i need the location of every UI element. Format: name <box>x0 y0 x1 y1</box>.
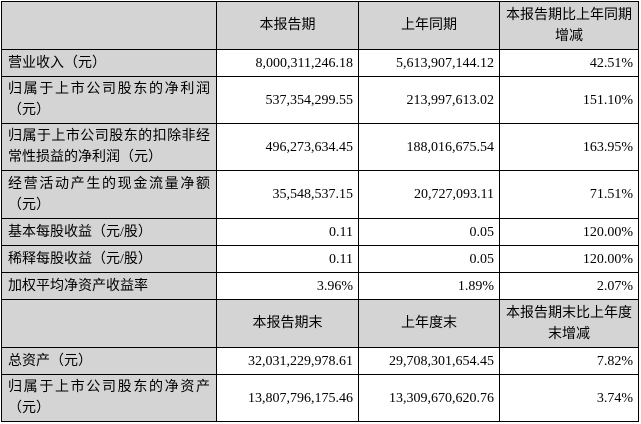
col-header-current-period: 本报告期 <box>216 1 359 50</box>
cell-prior: 5,613,907,144.12 <box>358 49 500 77</box>
row-label: 归属于上市公司股东的扣除非经常性损益的净利润（元） <box>1 123 217 171</box>
row-label: 经营活动产生的现金流量净额（元） <box>1 170 217 219</box>
row-label: 归属于上市公司股东的净利润（元） <box>1 76 217 124</box>
row-label: 基本每股收益（元/股） <box>1 218 217 246</box>
cell-change: 151.10% <box>499 76 639 124</box>
cell-prior: 29,708,301,654.45 <box>358 347 500 375</box>
cell-current: 13,807,796,175.46 <box>216 374 359 422</box>
col-header-year-end-change: 本报告期末比上年度末增减 <box>499 299 639 348</box>
cell-change: 163.95% <box>499 123 639 171</box>
table-row-net-profit: 归属于上市公司股东的净利润（元） 537,354,299.55 213,997,… <box>1 76 639 124</box>
row-label: 加权平均净资产收益率 <box>1 272 217 300</box>
table-row-deducted-net-profit: 归属于上市公司股东的扣除非经常性损益的净利润（元） 496,273,634.45… <box>1 123 639 171</box>
cell-current: 537,354,299.55 <box>216 76 359 124</box>
cell-current: 32,031,229,978.61 <box>216 347 359 375</box>
cell-prior: 213,997,613.02 <box>358 76 500 124</box>
row-label: 总资产（元） <box>1 347 217 375</box>
cell-current: 0.11 <box>216 245 359 273</box>
cell-current: 0.11 <box>216 218 359 246</box>
table-row-basic-eps: 基本每股收益（元/股） 0.11 0.05 120.00% <box>1 218 639 246</box>
corner-empty-cell <box>1 299 217 348</box>
col-header-prior-year-end: 上年度末 <box>358 299 500 348</box>
cell-change: 7.82% <box>499 347 639 375</box>
corner-empty-cell <box>1 1 217 50</box>
cell-current: 3.96% <box>216 272 359 300</box>
table-row-net-assets: 归属于上市公司股东的净资产（元） 13,807,796,175.46 13,30… <box>1 374 639 422</box>
cell-change: 71.51% <box>499 170 639 219</box>
cell-change: 2.07% <box>499 272 639 300</box>
section1-header-row: 本报告期 上年同期 本报告期比上年同期增减 <box>1 1 639 50</box>
cell-prior: 188,016,675.54 <box>358 123 500 171</box>
cell-change: 3.74% <box>499 374 639 422</box>
cell-current: 8,000,311,246.18 <box>216 49 359 77</box>
table-row-weighted-roe: 加权平均净资产收益率 3.96% 1.89% 2.07% <box>1 272 639 300</box>
cell-prior: 0.05 <box>358 218 500 246</box>
table-row-diluted-eps: 稀释每股收益（元/股） 0.11 0.05 120.00% <box>1 245 639 273</box>
row-label: 归属于上市公司股东的净资产（元） <box>1 374 217 422</box>
col-header-prior-period: 上年同期 <box>358 1 500 50</box>
cell-current: 496,273,634.45 <box>216 123 359 171</box>
cell-prior: 13,309,670,620.76 <box>358 374 500 422</box>
cell-prior: 0.05 <box>358 245 500 273</box>
cell-prior: 1.89% <box>358 272 500 300</box>
cell-change: 42.51% <box>499 49 639 77</box>
table-row-revenue: 营业收入（元） 8,000,311,246.18 5,613,907,144.1… <box>1 49 639 77</box>
cell-change: 120.00% <box>499 245 639 273</box>
cell-current: 35,548,537.15 <box>216 170 359 219</box>
row-label: 稀释每股收益（元/股） <box>1 245 217 273</box>
section2-header-row: 本报告期末 上年度末 本报告期末比上年度末增减 <box>1 299 639 348</box>
cell-change: 120.00% <box>499 218 639 246</box>
col-header-period-end: 本报告期末 <box>216 299 359 348</box>
row-label: 营业收入（元） <box>1 49 217 77</box>
cell-prior: 20,727,093.11 <box>358 170 500 219</box>
table-row-operating-cash-flow: 经营活动产生的现金流量净额（元） 35,548,537.15 20,727,09… <box>1 170 639 219</box>
table-row-total-assets: 总资产（元） 32,031,229,978.61 29,708,301,654.… <box>1 347 639 375</box>
col-header-period-change: 本报告期比上年同期增减 <box>499 1 639 50</box>
